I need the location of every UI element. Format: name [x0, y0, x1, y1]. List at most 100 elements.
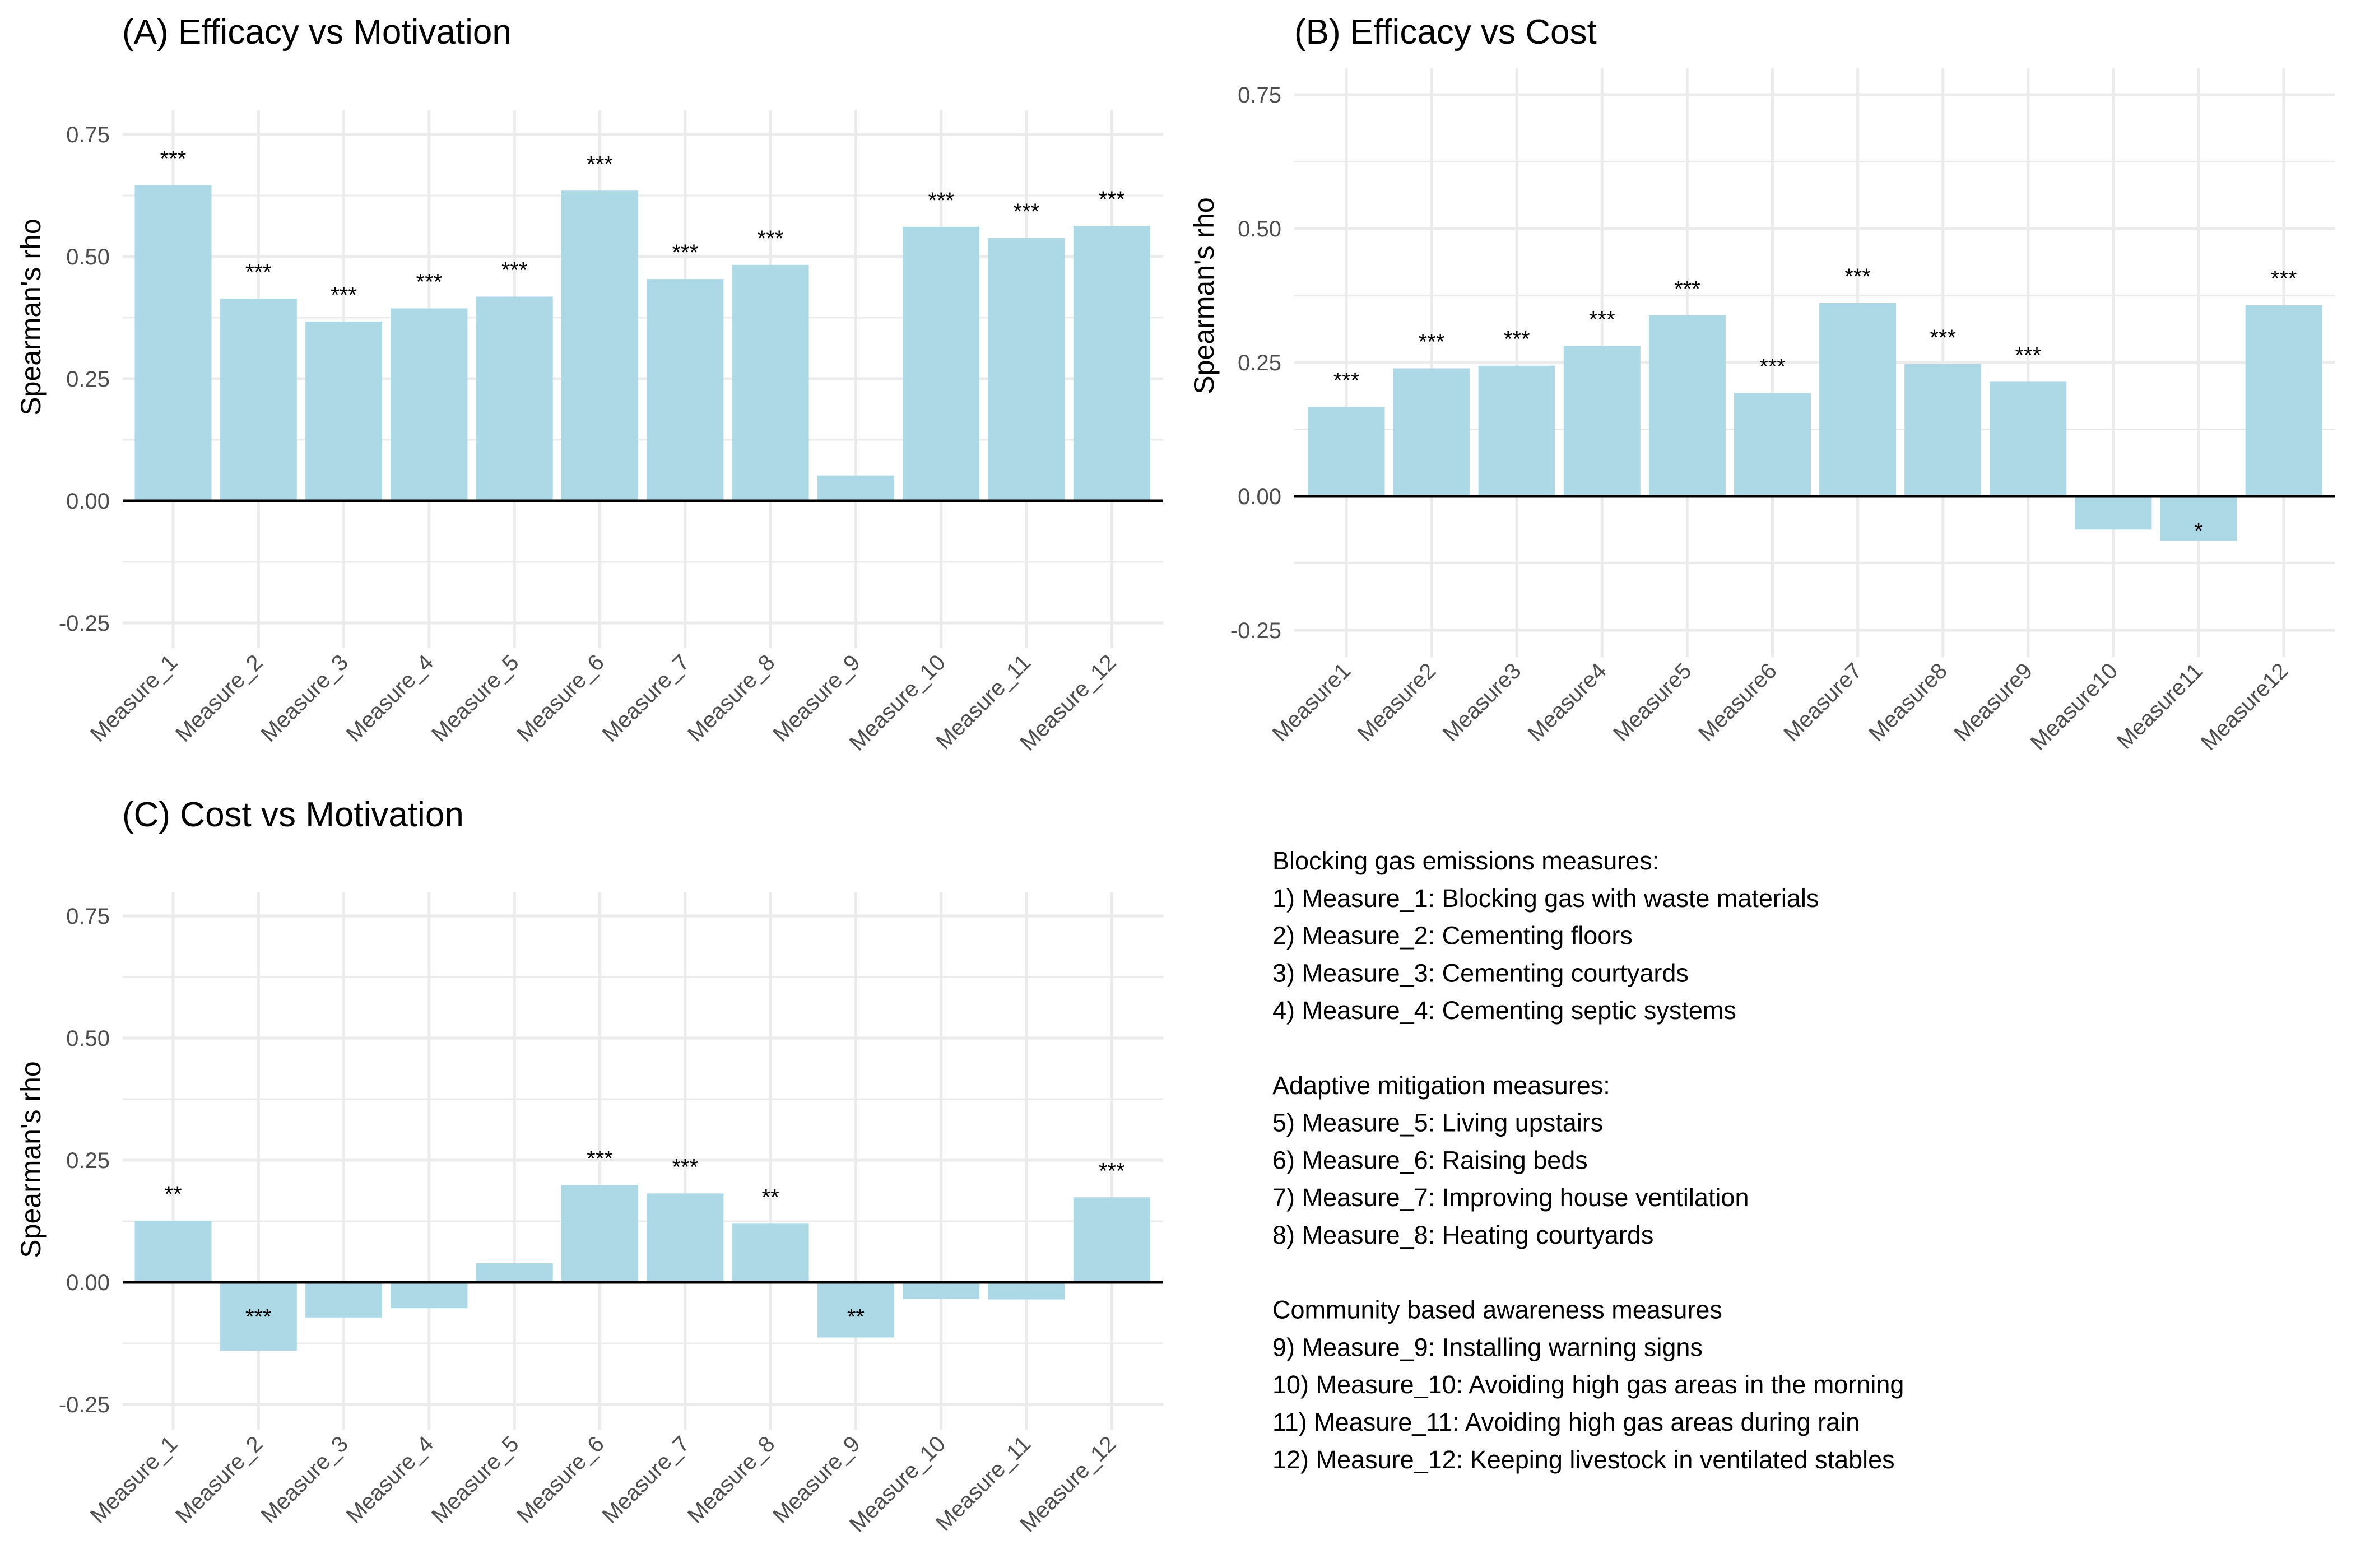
panel-a-y-tick-label: 0.00	[66, 489, 110, 514]
legend-group-heading: Adaptive mitigation measures:	[1272, 1071, 1610, 1100]
panel-c-y-tick-label: 0.50	[66, 1026, 110, 1051]
panel-a-significance-label: ***	[672, 240, 698, 265]
legend-item: 1) Measure_1: Blocking gas with waste ma…	[1272, 884, 1819, 913]
legend-item: 12) Measure_12: Keeping livestock in ven…	[1272, 1445, 1895, 1474]
panel-b-bar-measure9	[1990, 381, 2067, 496]
panel-c-bar-measure-8	[732, 1223, 809, 1282]
panel-b-bar-measure3	[1478, 365, 1555, 496]
panel-a-y-tick-label: 0.25	[66, 367, 110, 392]
panel-b-significance-label: ***	[2015, 343, 2041, 367]
panel-b-bar-measure6	[1734, 393, 1811, 496]
panel-b-significance-label: *	[2194, 519, 2203, 543]
panel-c-y-tick-label: 0.00	[66, 1271, 110, 1295]
panel-c-bar-measure-2	[220, 1282, 297, 1351]
panel-a-significance-label: ***	[1099, 187, 1125, 212]
panel-c-bars	[134, 1185, 1150, 1351]
measures-legend: Blocking gas emissions measures: 1) Measu…	[1272, 846, 1904, 1474]
panel-b-y-tick-label: 0.25	[1238, 351, 1281, 375]
panel-b-significance-label: ***	[1759, 354, 1786, 379]
panel-b-gridlines	[1294, 68, 2335, 657]
panel-c-significance-label: **	[164, 1182, 182, 1207]
panel-a-bar-measure-4	[391, 308, 468, 501]
legend-item: 2) Measure_2: Cementing floors	[1272, 922, 1633, 950]
panel-c-bar-measure-9	[817, 1282, 894, 1338]
panel-a-bar-measure-3	[305, 321, 383, 501]
panel-b-bar-measure1	[1308, 407, 1385, 496]
panel-c-significance-label: **	[762, 1185, 779, 1209]
panel-a-bar-measure-8	[732, 264, 809, 501]
panel-b-significance-label: ***	[1333, 368, 1360, 393]
legend-item: 4) Measure_4: Cementing septic systems	[1272, 996, 1736, 1025]
panel-a-significance-label: ***	[501, 258, 528, 283]
panel-c-significance-label: **	[847, 1305, 865, 1329]
panel-b-bar-measure12	[2245, 305, 2322, 496]
legend-item: 10) Measure_10: Avoiding high gas areas …	[1272, 1370, 1904, 1399]
panel-a-y-tick-label: 0.50	[66, 245, 110, 269]
panel-c-bar-measure-7	[647, 1193, 724, 1282]
panel-a-bar-measure-6	[561, 190, 638, 501]
panel-b-bar-measure4	[1563, 346, 1641, 496]
panel-c-bar-measure-1	[134, 1221, 212, 1282]
legend-item: 8) Measure_8: Heating courtyards	[1272, 1221, 1653, 1249]
panel-c-significance-label: ***	[672, 1155, 698, 1179]
panel-a-y-tick-label: -0.25	[59, 611, 110, 636]
panel-b-bar-measure8	[1904, 364, 1982, 496]
panel-b-y-tick-label: -0.25	[1230, 618, 1281, 643]
panel-b-significance-label: ***	[1674, 277, 1700, 301]
panel-b-significance-label: ***	[2271, 267, 2297, 291]
legend-item: 11) Measure_11: Avoiding high gas areas …	[1272, 1408, 1860, 1436]
panel-b-significance-label: ***	[1844, 264, 1871, 289]
panel-a-bars	[134, 185, 1150, 501]
panel-c-y-axis-label: Spearman's rho	[15, 1061, 47, 1258]
panel-c-bar-measure-10	[903, 1282, 980, 1299]
legend-item: 3) Measure_3: Cementing courtyards	[1272, 959, 1689, 987]
legend-group-heading: Blocking gas emissions measures:	[1272, 846, 1659, 875]
panel-b-y-tick-label: 0.75	[1238, 83, 1281, 108]
panel-a-bar-measure-12	[1073, 226, 1150, 501]
panel-b-significance-label: ***	[1930, 325, 1956, 350]
panel-b-y-tick-label: 0.50	[1238, 217, 1281, 241]
panel-a-significance-label: ***	[160, 147, 187, 171]
panel-a-significance-label: ***	[758, 226, 784, 251]
panel-b-bar-measure7	[1819, 303, 1897, 496]
panel-b-bar-measure5	[1648, 315, 1726, 496]
panel-c-significance-label: ***	[245, 1305, 272, 1329]
panel-a-significance-label: ***	[1014, 199, 1040, 224]
panel-c-significance-label: ***	[587, 1146, 613, 1171]
legend-item: 9) Measure_9: Installing warning signs	[1272, 1333, 1703, 1361]
panel-b-significance-label: ***	[1419, 330, 1445, 355]
panel-a-significance-label: ***	[331, 283, 357, 308]
legend-group-heading: Community based awareness measures	[1272, 1296, 1722, 1324]
panel-a-bar-measure-2	[220, 298, 297, 501]
panel-c-bar-measure-12	[1073, 1197, 1150, 1282]
panel-b-y-axis-label: Spearman's rho	[1188, 197, 1220, 394]
panel-c-bar-measure-5	[476, 1263, 553, 1282]
panel-c-bar-measure-6	[561, 1185, 638, 1282]
panel-c-bar-measure-4	[391, 1282, 468, 1309]
panel-a-bar-measure-10	[903, 226, 980, 501]
panel-a-title: (A) Efficacy vs Motivation	[122, 13, 512, 52]
panel-a-bar-measure-7	[647, 279, 724, 501]
panel-a-significance-label: ***	[416, 269, 443, 294]
panel-b-bars	[1308, 303, 2322, 541]
panel-b-y-tick-label: 0.00	[1238, 485, 1281, 509]
panel-c-y-tick-label: -0.25	[59, 1393, 110, 1417]
legend-item: 7) Measure_7: Improving house ventilatio…	[1272, 1183, 1749, 1212]
panel-a-significance-label: ***	[928, 188, 954, 213]
legend-item: 5) Measure_5: Living upstairs	[1272, 1109, 1603, 1137]
panel-a-bar-measure-9	[817, 475, 894, 501]
panel-b-significance-label: ***	[1504, 327, 1530, 352]
panel-a-bar-measure-11	[988, 238, 1065, 501]
panel-c-bar-measure-3	[305, 1282, 383, 1318]
panel-b-bar-measure10	[2075, 496, 2152, 530]
panel-b-title: (B) Efficacy vs Cost	[1294, 13, 1597, 52]
panel-a-bar-measure-5	[476, 296, 553, 501]
panel-c-y-tick-label: 0.25	[66, 1148, 110, 1173]
legend-item: 6) Measure_6: Raising beds	[1272, 1146, 1588, 1174]
panel-c-significance-label: ***	[1099, 1158, 1125, 1183]
panel-b-significance-label: ***	[1589, 307, 1615, 332]
panel-a-y-axis-label: Spearman's rho	[15, 218, 47, 415]
panel-a-bar-measure-1	[134, 185, 212, 501]
